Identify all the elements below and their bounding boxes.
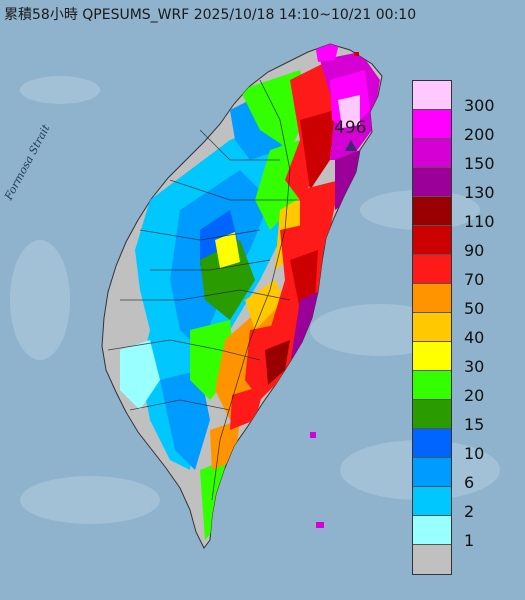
legend-label: 6 bbox=[464, 473, 475, 492]
legend-swatch bbox=[413, 81, 451, 110]
legend-label: 90 bbox=[464, 241, 485, 260]
color-legend bbox=[412, 80, 452, 575]
legend-swatch bbox=[413, 400, 451, 429]
legend-label: 150 bbox=[464, 154, 495, 173]
peak-value: 496 bbox=[334, 118, 367, 138]
legend-swatch bbox=[413, 110, 451, 139]
legend-label: 110 bbox=[464, 212, 495, 231]
legend-swatch bbox=[413, 545, 451, 574]
legend-label: 50 bbox=[464, 299, 485, 318]
legend-swatch bbox=[413, 255, 451, 284]
legend-label: 1 bbox=[464, 531, 475, 550]
legend-swatch bbox=[413, 197, 451, 226]
map-title: 累積58小時 QPESUMS_WRF 2025/10/18 14:10~10/2… bbox=[4, 7, 417, 23]
legend-swatch bbox=[413, 226, 451, 255]
legend-label: 130 bbox=[464, 183, 495, 202]
legend-swatch bbox=[413, 284, 451, 313]
legend-label: 20 bbox=[464, 386, 485, 405]
legend-label: 40 bbox=[464, 328, 485, 347]
legend-swatch bbox=[413, 139, 451, 168]
legend-swatch bbox=[413, 516, 451, 545]
legend-label: 300 bbox=[464, 96, 495, 115]
legend-swatch bbox=[413, 342, 451, 371]
legend-swatch bbox=[413, 487, 451, 516]
legend-label: 10 bbox=[464, 444, 485, 463]
legend-swatch bbox=[413, 429, 451, 458]
legend-label: 2 bbox=[464, 502, 475, 521]
legend-label: 70 bbox=[464, 270, 485, 289]
legend-label: 200 bbox=[464, 125, 495, 144]
legend-swatch bbox=[413, 458, 451, 487]
legend-swatch bbox=[413, 371, 451, 400]
peak-triangle-icon bbox=[345, 140, 357, 151]
legend-label: 30 bbox=[464, 357, 485, 376]
legend-swatch bbox=[413, 168, 451, 197]
legend-label: 15 bbox=[464, 415, 485, 434]
legend-swatch bbox=[413, 313, 451, 342]
